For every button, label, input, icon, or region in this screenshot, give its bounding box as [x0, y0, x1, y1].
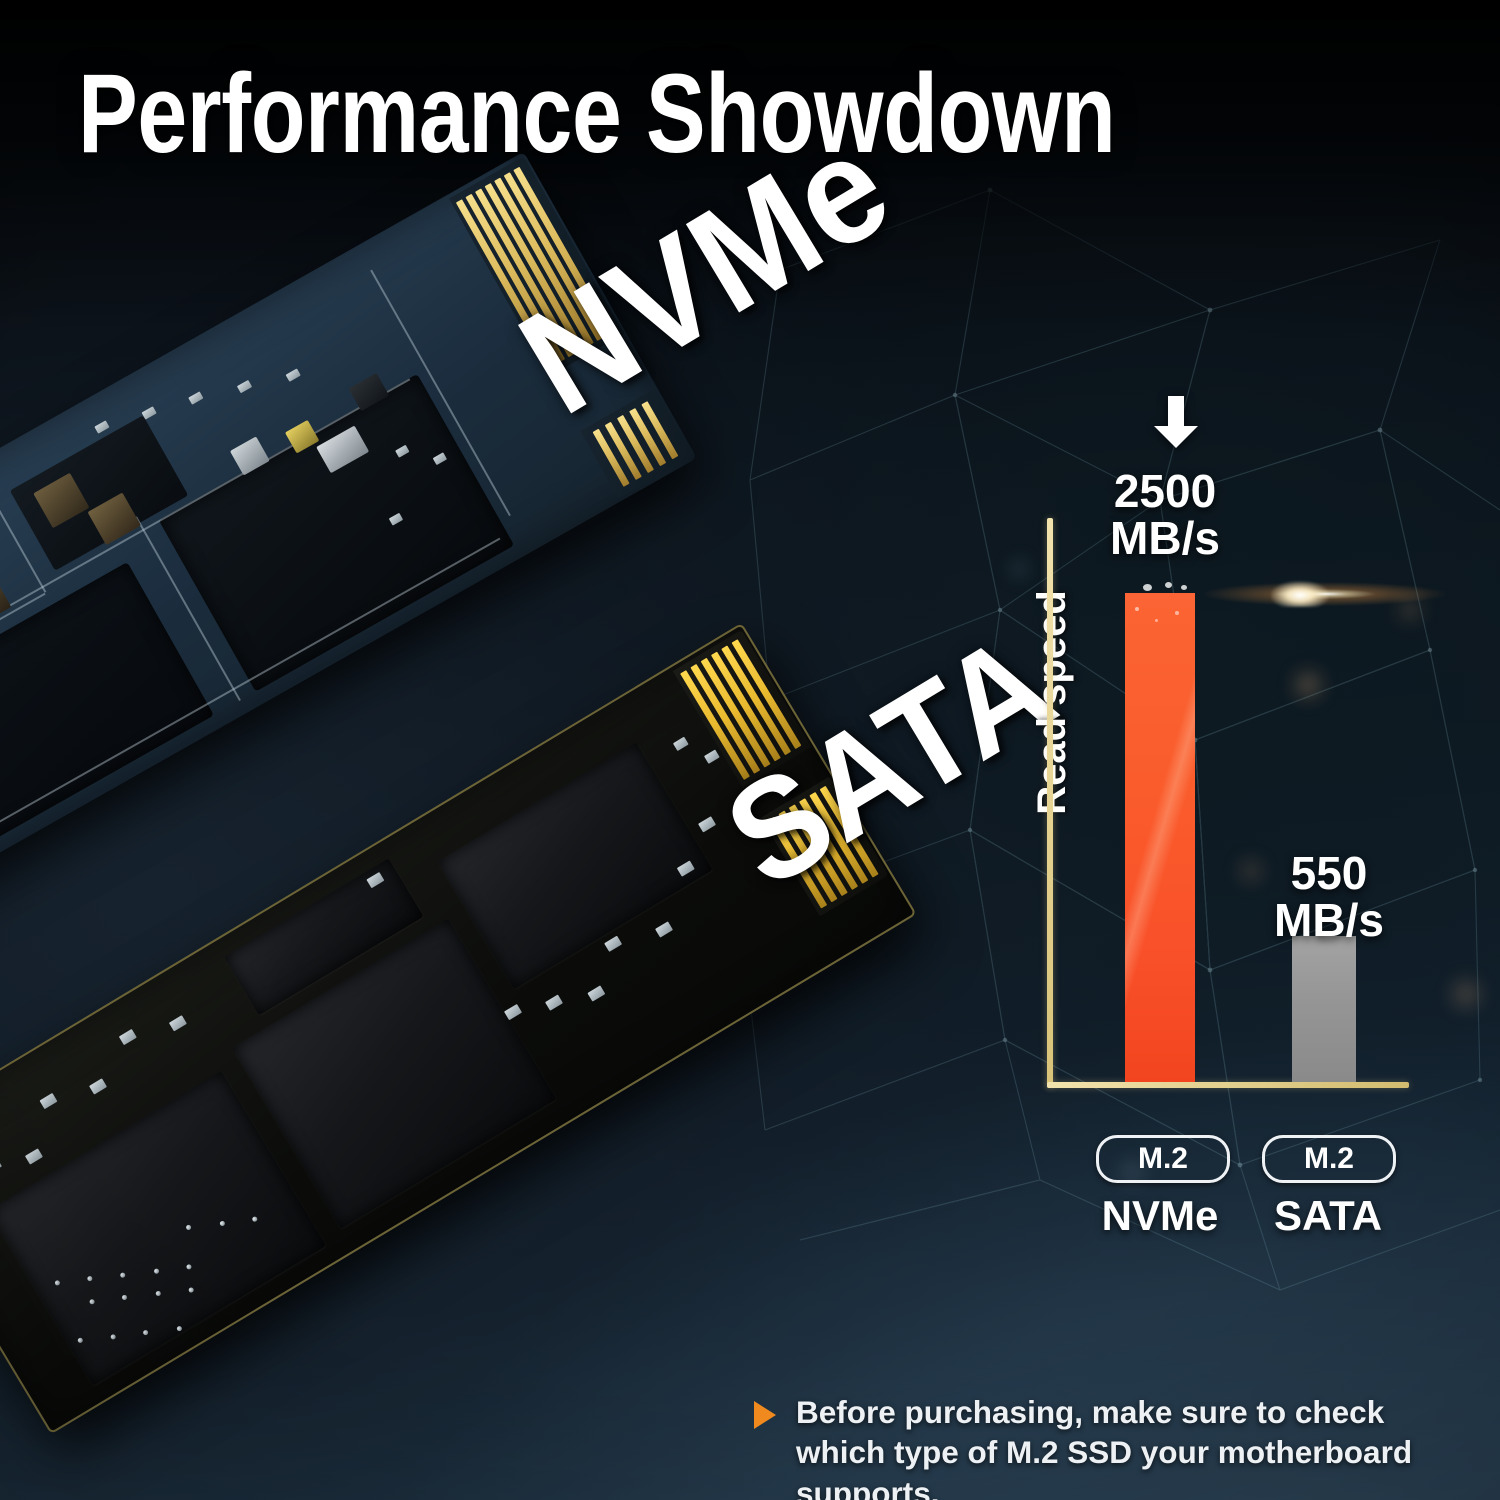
page-title: Performance Showdown	[78, 51, 1116, 176]
plot-area	[960, 577, 1495, 1082]
read-speed-bar-chart: Read speed 2500 MB/s 550 MB/s	[960, 380, 1495, 1270]
value-unit-sata: MB/s	[1274, 893, 1384, 946]
bokeh-dot	[1452, 980, 1480, 1008]
bokeh-dot	[1240, 860, 1262, 882]
category-label-nvme: NVMe	[1101, 1192, 1219, 1239]
footnote: Before purchasing, make sure to check wh…	[752, 1392, 1452, 1500]
top-fade-overlay	[0, 0, 1500, 330]
category-label-sata: SATA	[1273, 1192, 1383, 1239]
value-label-nvme: 2500 MB/s	[1070, 468, 1260, 562]
bar-top-glow-core	[1271, 581, 1329, 607]
down-arrow-icon	[1154, 396, 1198, 448]
badge-m2-sata: M.2	[1262, 1135, 1396, 1183]
bar-sata	[1292, 936, 1356, 1082]
value-number-nvme: 2500	[1113, 465, 1217, 517]
value-number-sata: 550	[1290, 847, 1368, 899]
bokeh-dot	[1295, 672, 1321, 698]
footnote-text: Before purchasing, make sure to check wh…	[796, 1394, 1413, 1500]
bokeh-dot	[1010, 560, 1028, 578]
y-axis-line	[1047, 518, 1053, 1088]
bar-nvme	[1125, 577, 1495, 1082]
value-unit-nvme: MB/s	[1110, 511, 1220, 564]
badge-m2-nvme: M.2	[1096, 1135, 1230, 1183]
value-label-sata: 550 MB/s	[1240, 850, 1418, 944]
triangle-bullet-icon	[754, 1401, 776, 1429]
x-axis-line	[1047, 1082, 1409, 1088]
